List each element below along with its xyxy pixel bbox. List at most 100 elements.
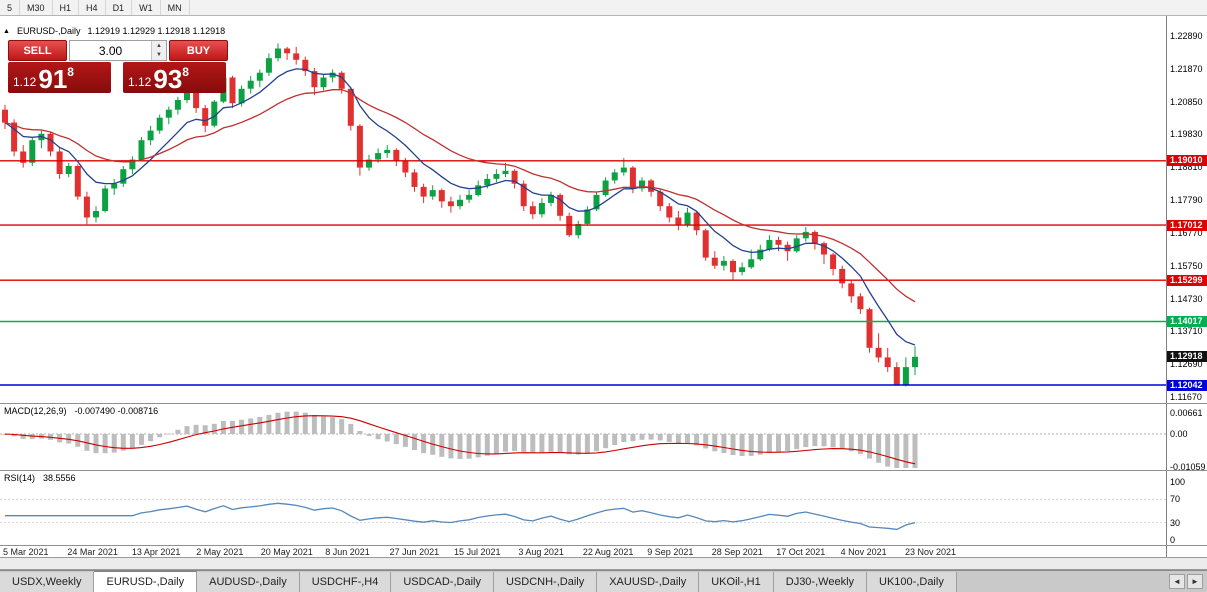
tab-xauusd-daily[interactable]: XAUUSD-,Daily: [597, 572, 700, 592]
price-level-badge: 1.14017: [1167, 316, 1207, 327]
price-tick: 1.17790: [1170, 195, 1203, 205]
price-axis[interactable]: 1.22890 1.21870 1.20850 1.19830 1.18810 1.177…: [1166, 16, 1207, 557]
timeframe-toolbar: 5 M30 H1 H4 D1 W1 MN: [0, 0, 1207, 16]
pane-separator-macd[interactable]: [0, 403, 1207, 404]
tab-dj30-weekly[interactable]: DJ30-,Weekly: [773, 572, 868, 592]
price-level-badge: 1.19010: [1167, 155, 1207, 166]
svg-text:22 Aug 2021: 22 Aug 2021: [583, 547, 634, 557]
rsi-layer: [0, 498, 1166, 531]
date-axis-labels[interactable]: 5 Mar 2021 24 Mar 2021 13 Apr 2021 2 May 20…: [3, 547, 956, 557]
svg-text:5 Mar 2021: 5 Mar 2021: [3, 547, 49, 557]
collapse-panel-icon[interactable]: ▲: [3, 27, 10, 35]
buy-price-prefix: 1.12: [128, 75, 152, 89]
svg-text:28 Sep 2021: 28 Sep 2021: [712, 547, 763, 557]
symbol-header: ▲ EURUSD-,Daily 1.12919 1.12929 1.12918 …: [3, 26, 225, 36]
volume-value[interactable]: 3.00: [98, 43, 123, 58]
pane-separator-dates: [0, 545, 1207, 546]
chart-tab-bar: USDX,Weekly EURUSD-,Daily AUDUSD-,Daily USD…: [0, 570, 1207, 592]
rsi-value: 38.5556: [43, 473, 76, 483]
price-tick: 1.18810: [1170, 162, 1203, 172]
svg-text:3 Aug 2021: 3 Aug 2021: [518, 547, 564, 557]
price-tick: 100: [1170, 477, 1186, 487]
chart-canvas[interactable]: 5 Mar 2021 24 Mar 2021 13 Apr 2021 2 May 20…: [0, 16, 1166, 557]
tab-usdx-weekly[interactable]: USDX,Weekly: [0, 572, 95, 592]
price-tick: 1.15750: [1170, 261, 1203, 271]
one-click-trading-panel: SELL 3.00 ▲ ▼ BUY 1.12 91 8 1.12 93 8: [8, 40, 228, 93]
buy-price-button[interactable]: 1.12 93 8: [123, 62, 226, 93]
timeframe-button-d1[interactable]: D1: [106, 0, 133, 15]
svg-text:8 Jun 2021: 8 Jun 2021: [325, 547, 370, 557]
tab-audusd-daily[interactable]: AUDUSD-,Daily: [197, 572, 300, 592]
svg-text:24 Mar 2021: 24 Mar 2021: [67, 547, 118, 557]
svg-text:23 Nov 2021: 23 Nov 2021: [905, 547, 956, 557]
tab-uk100-daily[interactable]: UK100-,Daily: [867, 572, 957, 592]
svg-text:9 Sep 2021: 9 Sep 2021: [647, 547, 693, 557]
timeframe-button-5[interactable]: 5: [0, 0, 21, 15]
macd-indicator-label: MACD(12,26,9) -0.007490 -0.008716: [4, 406, 158, 416]
price-tick: 1.19830: [1170, 129, 1203, 139]
svg-text:20 May 2021: 20 May 2021: [261, 547, 313, 557]
chart-title: EURUSD-,Daily: [16, 26, 81, 36]
macd-values: -0.007490 -0.008716: [74, 406, 159, 416]
price-levels-layer[interactable]: [0, 160, 1166, 386]
price-tick: 1.20850: [1170, 97, 1203, 107]
price-tick: 1.12690: [1170, 359, 1203, 369]
price-tick: 0.00661: [1170, 408, 1203, 418]
timeframe-button-h4[interactable]: H4: [79, 0, 106, 15]
tab-scroll-right-icon[interactable]: ►: [1187, 574, 1203, 589]
rsi-name: RSI(14): [4, 473, 36, 483]
price-tick: 1.21870: [1170, 64, 1203, 74]
price-tick: 0: [1170, 535, 1176, 545]
chart-area: 5 Mar 2021 24 Mar 2021 13 Apr 2021 2 May 20…: [0, 16, 1207, 557]
sell-price-prefix: 1.12: [13, 75, 37, 89]
rsi-indicator-label: RSI(14) 38.5556: [4, 473, 76, 483]
price-tick: 1.16770: [1170, 228, 1203, 238]
svg-text:4 Nov 2021: 4 Nov 2021: [841, 547, 887, 557]
candles-layer: [2, 43, 918, 387]
tab-ukoil-h1[interactable]: UKOil-,H1: [699, 572, 774, 592]
tab-scroll-arrows: ◄ ►: [1165, 571, 1207, 592]
tab-scroll-left-icon[interactable]: ◄: [1169, 574, 1185, 589]
price-level-badge: 1.12042: [1167, 380, 1207, 391]
timeframe-button-mn[interactable]: MN: [161, 0, 190, 15]
tab-usdchf-h4[interactable]: USDCHF-,H4: [299, 572, 392, 592]
chart-ohlc-values: 1.12919 1.12929 1.12918 1.12918: [87, 26, 226, 36]
price-level-badge: 1.17012: [1167, 220, 1207, 231]
buy-price-big: 93: [153, 64, 183, 94]
svg-text:15 Jul 2021: 15 Jul 2021: [454, 547, 501, 557]
volume-increase-button[interactable]: ▲: [152, 41, 166, 51]
current-price-badge: 1.12918: [1167, 351, 1207, 362]
price-tick: 1.11670: [1170, 392, 1202, 402]
svg-text:13 Apr 2021: 13 Apr 2021: [132, 547, 181, 557]
price-tick: 1.13710: [1170, 326, 1203, 336]
tab-usdcnh-daily[interactable]: USDCNH-,Daily: [493, 572, 598, 592]
price-tick: 70: [1170, 494, 1181, 504]
moving-average-line: [4, 88, 916, 303]
macd-layer: [0, 411, 1166, 468]
buy-button[interactable]: BUY: [169, 40, 228, 61]
price-tick: 1.14730: [1170, 294, 1203, 304]
tab-eurusd-daily[interactable]: EURUSD-,Daily: [94, 571, 198, 592]
macd-name: MACD(12,26,9): [4, 406, 67, 416]
moving-average-line: [4, 68, 916, 346]
timeframe-button-m30[interactable]: M30: [20, 0, 53, 15]
chart-tabs-list: USDX,Weekly EURUSD-,Daily AUDUSD-,Daily USD…: [0, 571, 957, 592]
sell-button[interactable]: SELL: [8, 40, 67, 61]
sell-price-button[interactable]: 1.12 91 8: [8, 62, 111, 93]
timeframe-button-w1[interactable]: W1: [132, 0, 161, 15]
volume-input[interactable]: 3.00 ▲ ▼: [69, 40, 167, 61]
buy-price-pipette: 8: [182, 65, 189, 79]
price-level-badge: 1.15299: [1167, 275, 1207, 286]
price-tick: 0.00: [1170, 429, 1188, 439]
price-tick: 1.22890: [1170, 31, 1203, 41]
tab-usdcad-daily[interactable]: USDCAD-,Daily: [391, 572, 494, 592]
price-tick: 30: [1170, 518, 1181, 528]
svg-text:27 Jun 2021: 27 Jun 2021: [390, 547, 440, 557]
horizontal-scrollbar[interactable]: [0, 557, 1207, 570]
timeframe-button-h1[interactable]: H1: [53, 0, 80, 15]
svg-text:17 Oct 2021: 17 Oct 2021: [776, 547, 825, 557]
sell-price-big: 91: [38, 64, 68, 94]
volume-decrease-button[interactable]: ▼: [152, 50, 166, 60]
pane-separator-rsi[interactable]: [0, 470, 1207, 471]
svg-text:2 May 2021: 2 May 2021: [196, 547, 243, 557]
